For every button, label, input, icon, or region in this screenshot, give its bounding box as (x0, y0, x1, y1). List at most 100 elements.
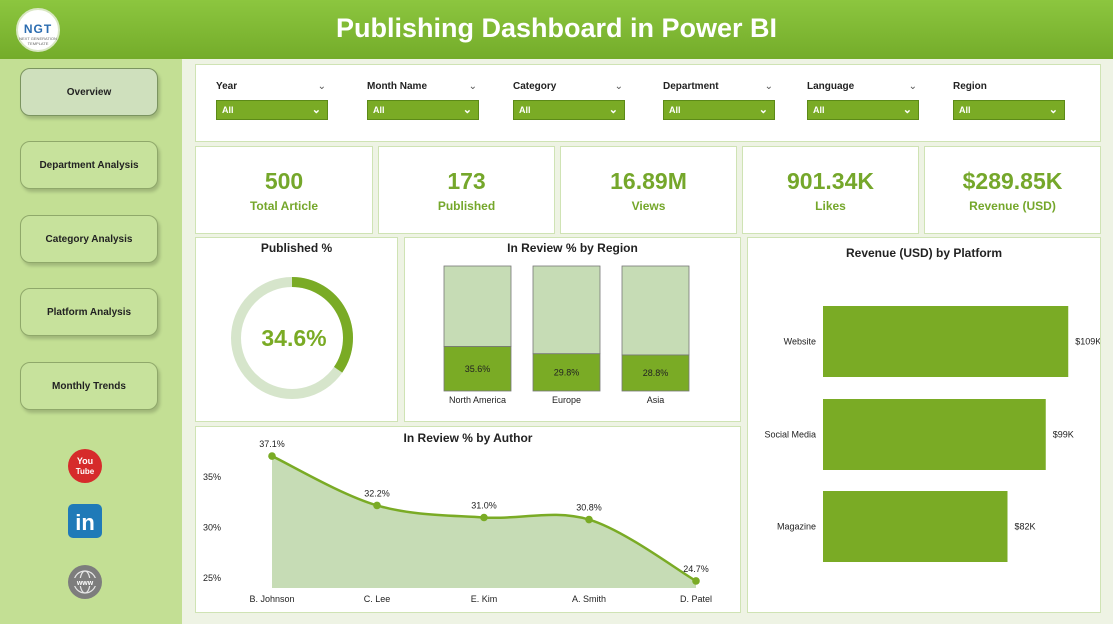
x-tick-label: E. Kim (471, 594, 498, 604)
bar-website (823, 306, 1069, 377)
filter-department-value: All (669, 105, 681, 115)
bar-remainder-europe (532, 265, 601, 355)
youtube-label-top: You (77, 456, 93, 466)
data-label: 32.2% (364, 488, 390, 498)
nav-button-overview[interactable]: Overview (20, 68, 158, 116)
platform-bar-chart[interactable]: Website $109K Social Media $99K Magazine $82K (748, 238, 1100, 612)
filter-region: Region All ⌄ (953, 81, 1065, 120)
kpi-label: Likes (815, 199, 846, 213)
filter-language-value: All (813, 105, 825, 115)
nav-button-monthly-trends[interactable]: Monthly Trends (20, 362, 158, 410)
filter-panel: Year ⌄ All ⌄ Month Name ⌄ All ⌄ Category ⌄… (195, 64, 1101, 142)
chevron-down-icon: ⌄ (758, 104, 768, 116)
chevron-down-icon: ⌄ (608, 104, 618, 116)
bar-magazine (823, 491, 1008, 562)
data-label: $82K (1015, 522, 1036, 532)
data-label: 29.8% (554, 367, 580, 377)
filter-department-label: Department (663, 81, 719, 92)
y-tick-label: 35% (203, 472, 221, 482)
chart-title: In Review % by Author (403, 431, 533, 445)
kpi-card-views: 16.89M Views (560, 146, 737, 234)
data-label: 30.8% (576, 503, 602, 513)
x-tick-label: B. Johnson (249, 594, 294, 604)
data-label: $99K (1053, 430, 1074, 440)
revenue-by-platform-card: Revenue (USD) by Platform Website $109K So… (747, 237, 1101, 613)
donut-slice-published (291, 277, 353, 373)
filter-language-label: Language (807, 81, 855, 92)
bar-social-media (823, 399, 1046, 470)
published-percent-card: Published % 34.6% (195, 237, 398, 422)
logo-subtext: NEXT GENERATION TEMPLATE (19, 36, 57, 46)
data-point (480, 513, 488, 522)
author-area-chart[interactable]: 35% 30% 25% 37.1% B. Johnson 32.2% C. Lee 31.0%… (196, 427, 740, 612)
donut-center-label: 34.6% (261, 325, 326, 351)
filter-department-select[interactable]: All ⌄ (663, 100, 775, 120)
in-review-by-region-card: In Review % by Region 35.6% North America… (404, 237, 741, 422)
bar-europe (532, 353, 601, 392)
chevron-down-icon: ⌄ (311, 104, 321, 116)
y-tick-label: Website (784, 337, 816, 347)
page-title: Publishing Dashboard in Power BI (335, 13, 778, 43)
bar-remainder-asia (621, 265, 690, 356)
bar-remainder-north-america (443, 265, 512, 347)
youtube-label-bottom: Tube (76, 467, 95, 476)
filter-region-label: Region (953, 81, 987, 92)
filter-year: Year ⌄ All ⌄ (216, 81, 328, 120)
filter-category-select[interactable]: All ⌄ (513, 100, 625, 120)
filter-region-value: All (959, 105, 971, 115)
linkedin-icon[interactable]: in (67, 503, 103, 539)
kpi-value: $289.85K (962, 168, 1063, 194)
header-bar: NGT NEXT GENERATION TEMPLATE Publishing … (0, 0, 1113, 59)
filter-month-name: Month Name ⌄ All ⌄ (367, 81, 479, 120)
filter-language: Language ⌄ All ⌄ (807, 81, 919, 120)
x-tick-label: Asia (647, 395, 665, 405)
filter-category: Category ⌄ All ⌄ (513, 81, 625, 120)
data-label: 24.7% (683, 564, 709, 574)
data-point (585, 515, 593, 524)
kpi-card-total-article: 500 Total Article (195, 146, 373, 234)
nav-button-platform-analysis[interactable]: Platform Analysis (20, 288, 158, 336)
y-tick-label: Social Media (764, 430, 816, 440)
chevron-down-icon[interactable]: ⌄ (614, 81, 623, 92)
kpi-card-published: 173 Published (378, 146, 555, 234)
data-point (373, 501, 381, 510)
filter-language-select[interactable]: All ⌄ (807, 100, 919, 120)
y-tick-label: 25% (203, 573, 221, 583)
nav-button-category-analysis[interactable]: Category Analysis (20, 215, 158, 263)
filter-month-name-value: All (373, 105, 385, 115)
bar-north-america (443, 346, 512, 392)
y-tick-label: Magazine (777, 522, 816, 532)
data-label: 35.6% (465, 364, 491, 374)
sidebar: Overview Department Analysis Category An… (0, 59, 182, 624)
filter-department: Department ⌄ All ⌄ (663, 81, 775, 120)
x-tick-label: C. Lee (364, 594, 391, 604)
filter-year-select[interactable]: All ⌄ (216, 100, 328, 120)
bar-asia (621, 354, 690, 392)
chevron-down-icon[interactable]: ⌄ (468, 81, 477, 92)
chevron-down-icon[interactable]: ⌄ (317, 81, 326, 92)
chevron-down-icon[interactable]: ⌄ (764, 81, 773, 92)
filter-region-select[interactable]: All ⌄ (953, 100, 1065, 120)
data-label: $109K (1075, 337, 1100, 347)
filter-month-name-select[interactable]: All ⌄ (367, 100, 479, 120)
company-logo: NGT NEXT GENERATION TEMPLATE (16, 8, 60, 52)
globe-icon[interactable]: www (67, 564, 103, 600)
chevron-down-icon[interactable]: ⌄ (908, 81, 917, 92)
filter-category-value: All (519, 105, 531, 115)
data-label: 37.1% (259, 439, 285, 449)
chart-title: In Review % by Region (507, 241, 638, 255)
kpi-label: Published (437, 199, 496, 213)
kpi-card-revenue: $289.85K Revenue (USD) (924, 146, 1101, 234)
kpi-value: 500 (264, 168, 304, 194)
kpi-card-likes: 901.34K Likes (742, 146, 919, 234)
filter-year-value: All (222, 105, 234, 115)
youtube-icon[interactable]: You Tube (67, 448, 103, 484)
nav-button-department-analysis[interactable]: Department Analysis (20, 141, 158, 189)
chevron-down-icon: ⌄ (1048, 104, 1058, 116)
kpi-label: Total Article (249, 199, 318, 213)
globe-label: www (76, 580, 94, 587)
published-donut-chart[interactable]: 34.6% (196, 238, 397, 421)
region-bar-chart[interactable]: 35.6% North America 29.8% Europe 28.8% Asia (405, 238, 740, 421)
filter-month-name-label: Month Name (367, 81, 427, 92)
logo-text: NGT (23, 22, 53, 36)
